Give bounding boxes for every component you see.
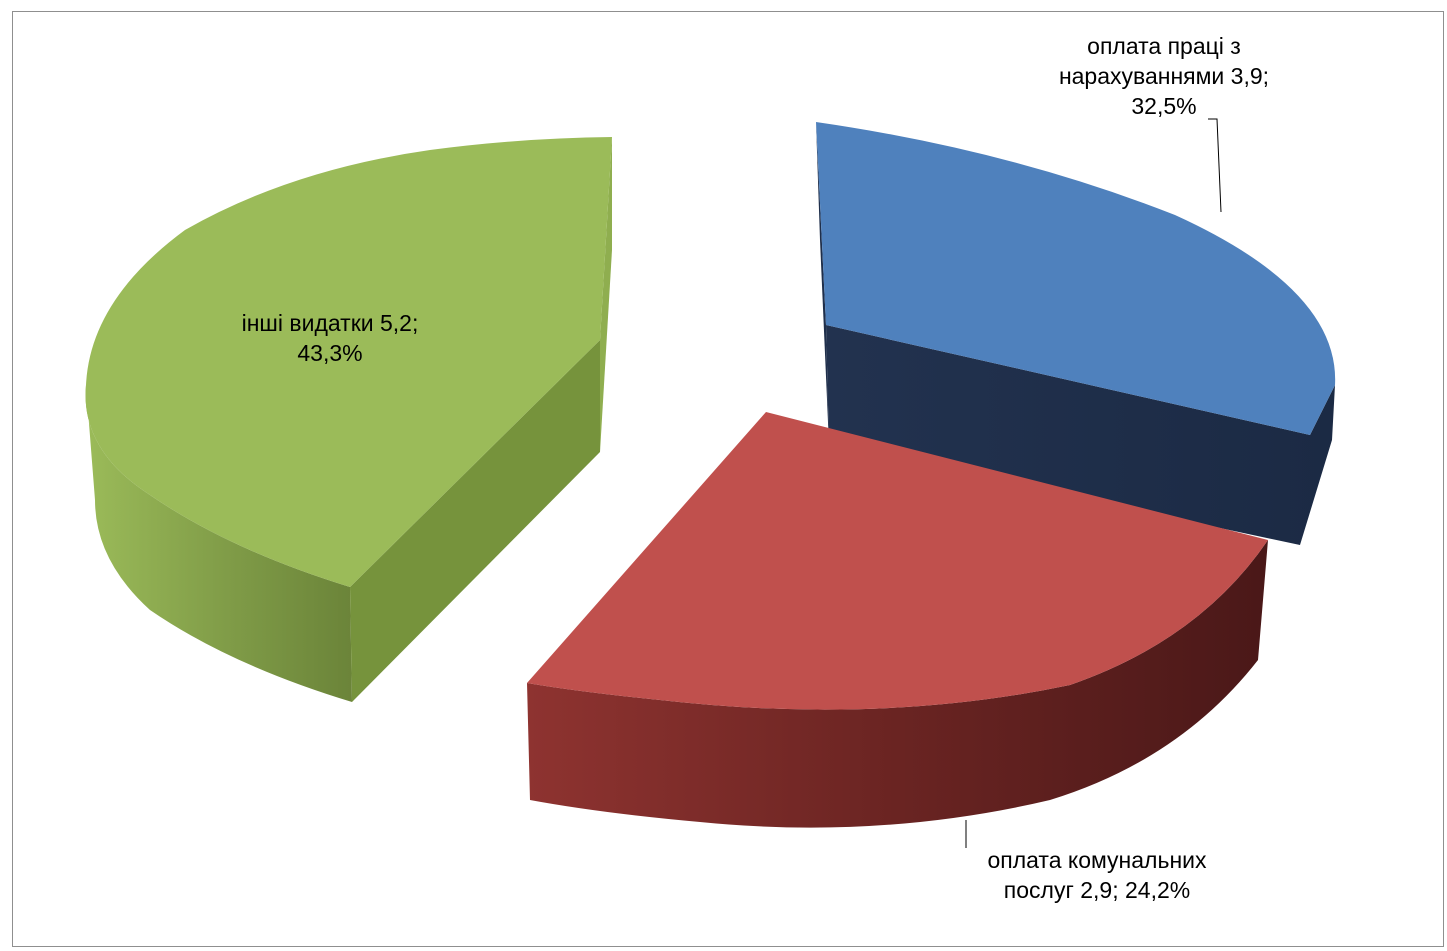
leader-line-1 xyxy=(1208,118,1222,213)
pie-slice-side-2 xyxy=(527,540,1268,828)
data-label-line: інші видатки 5,2; xyxy=(242,310,419,336)
pie-slice-inner-wall-3 xyxy=(350,340,600,702)
pie-slice-side-1 xyxy=(826,325,1335,545)
data-label-3: інші видатки 5,2; 43,3% xyxy=(242,310,419,366)
data-label-line: нарахуваннями 3,9; xyxy=(1059,63,1269,89)
pie-slice-1 xyxy=(816,122,1336,545)
pie-slice-side-3 xyxy=(85,385,353,702)
pie-slice-2 xyxy=(527,412,1268,828)
pie-slice-top-3 xyxy=(85,137,613,587)
pie-slice-top-1 xyxy=(816,122,1336,435)
data-label-line: оплата праці з xyxy=(1087,33,1241,59)
data-label-line: оплата комунальних xyxy=(987,847,1207,873)
pie-slice-edge-wall-1 xyxy=(816,122,829,445)
data-label-line: послуг 2,9; 24,2% xyxy=(1004,877,1190,903)
data-label-line: 43,3% xyxy=(297,340,362,366)
data-label-1: оплата праці з нарахуваннями 3,9; 32,5% xyxy=(1059,33,1269,119)
pie-slice-3 xyxy=(85,137,613,702)
pie-slice-edge-wall-3 xyxy=(600,137,612,452)
pie-slice-top-2 xyxy=(527,412,1268,710)
data-label-line: 32,5% xyxy=(1131,93,1196,119)
data-label-2: оплата комунальних послуг 2,9; 24,2% xyxy=(987,847,1207,903)
